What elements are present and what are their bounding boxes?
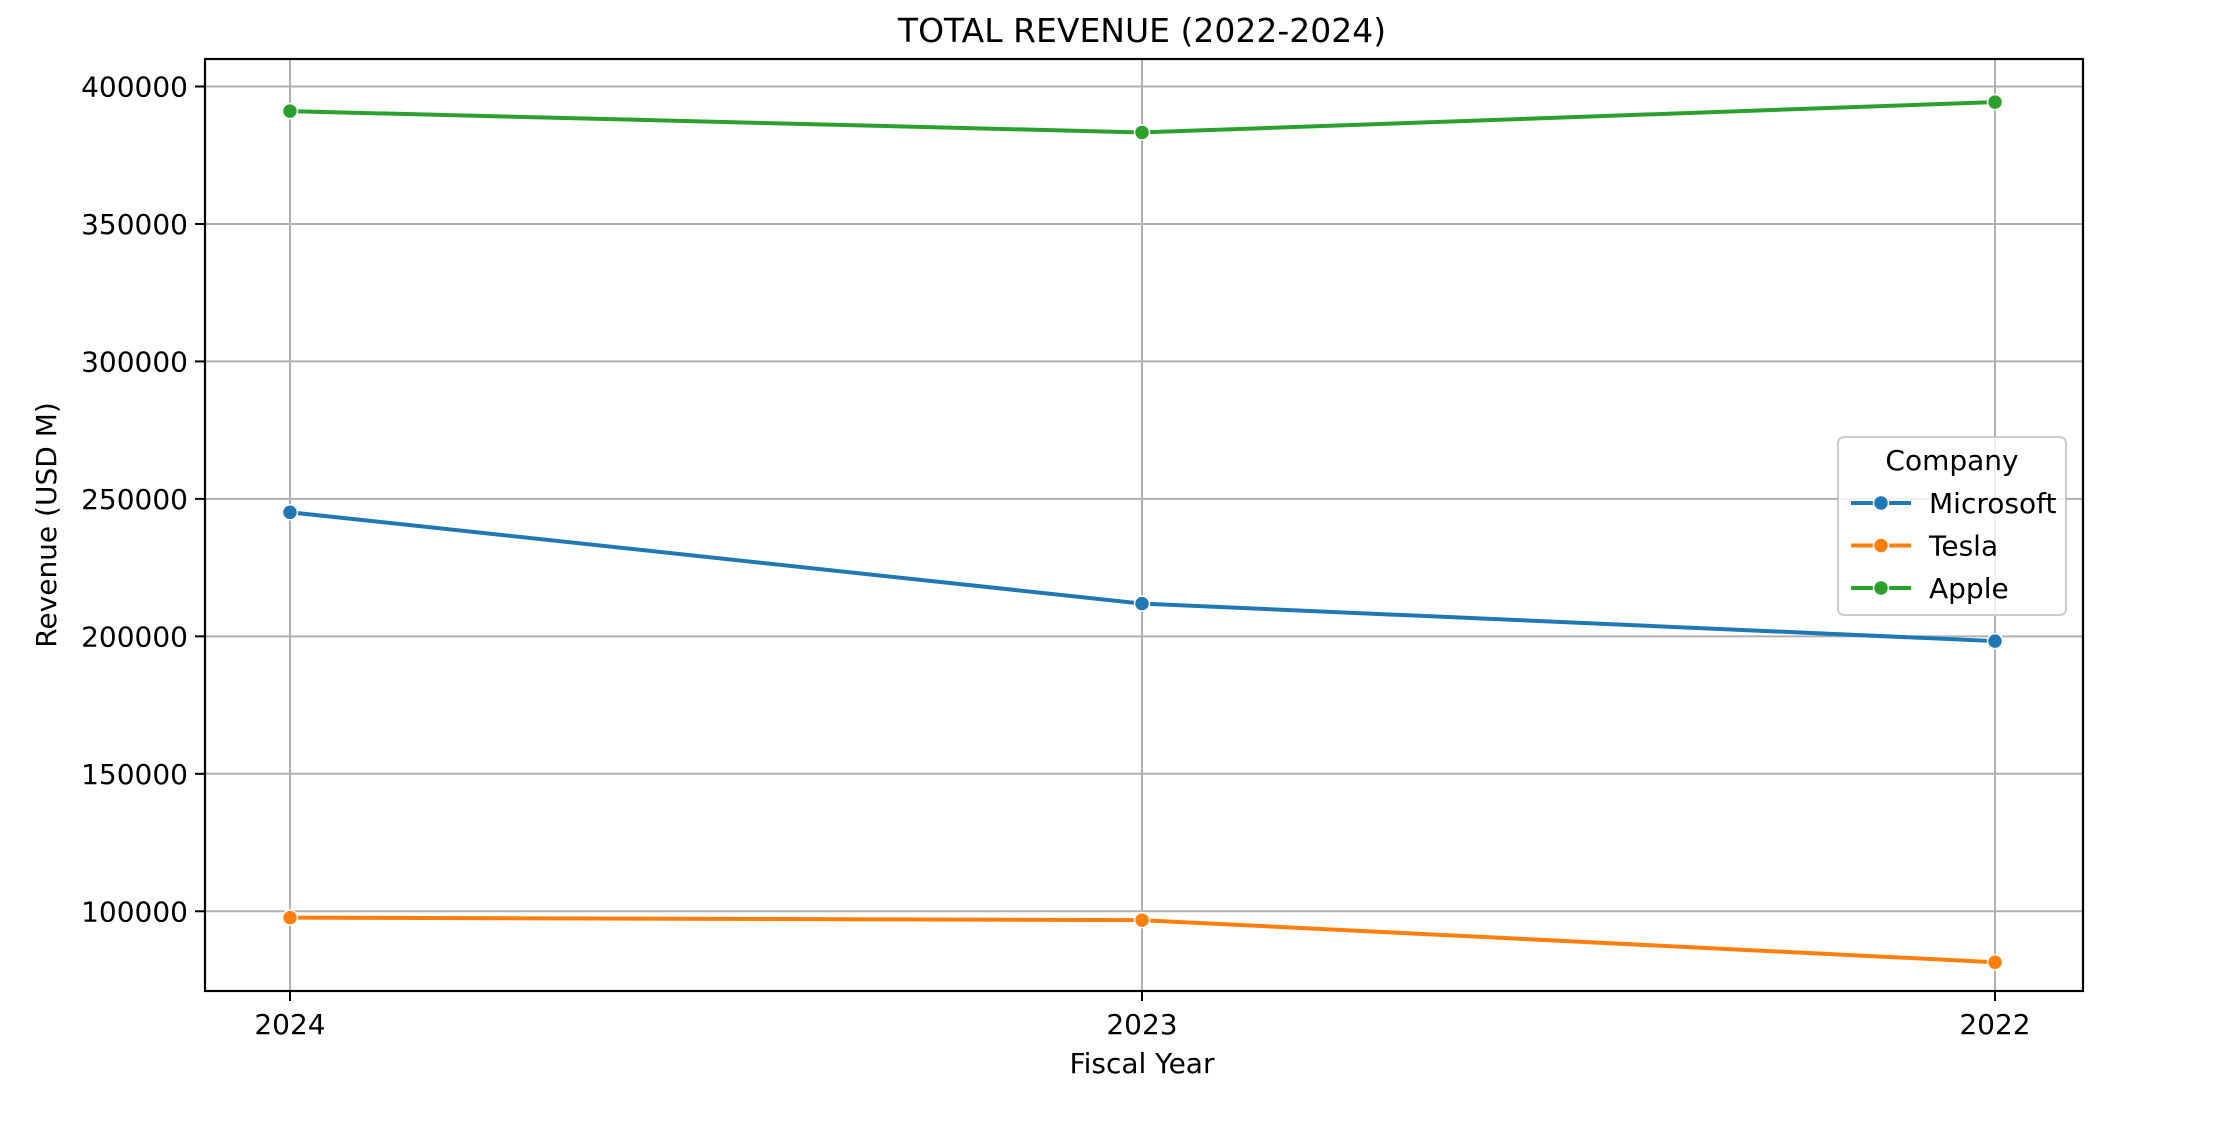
legend-marker-swatch (1872, 494, 1890, 512)
legend: Company Microsoft Tesla Apple (1837, 436, 2067, 616)
legend-marker-swatch (1872, 537, 1890, 554)
data-point-tesla (1986, 953, 2004, 971)
data-point-microsoft (1986, 632, 2004, 650)
y-tick-label: 300000 (81, 345, 188, 378)
y-tick-label: 350000 (81, 208, 188, 241)
tick-layer: 100000 150000 200000 250000 300000 350000 4000… (81, 70, 2031, 1041)
series-apple (281, 93, 2004, 141)
y-tick-label: 100000 (81, 895, 188, 928)
x-axis-label: Fiscal Year (1070, 1047, 1215, 1080)
axes-frame (203, 57, 2085, 993)
y-tick-label: 250000 (81, 483, 188, 516)
series-tesla (281, 909, 2004, 971)
legend-label: Tesla (1928, 530, 1998, 563)
legend-label: Apple (1929, 572, 2009, 605)
series-layer (281, 93, 2004, 971)
legend-entry-apple: Apple (1851, 572, 2009, 605)
data-point-tesla (281, 909, 299, 926)
legend-label: Microsoft (1929, 487, 2056, 520)
y-axis-label: Revenue (USD M) (30, 402, 63, 648)
data-point-apple (1986, 93, 2004, 111)
legend-entry-microsoft: Microsoft (1851, 487, 2056, 520)
grid-layer (205, 59, 2083, 991)
series-microsoft (281, 504, 2004, 650)
x-tick-label: 2023 (1106, 1008, 1177, 1041)
legend-title: Company (1885, 444, 2018, 477)
legend-entries: Microsoft Tesla Apple (1851, 487, 2056, 605)
y-tick-label: 200000 (81, 620, 188, 653)
x-tick-label: 2024 (254, 1008, 325, 1041)
legend-entry-tesla: Tesla (1851, 530, 1998, 563)
y-tick-label: 400000 (81, 70, 188, 103)
data-point-microsoft (281, 504, 299, 521)
chart-title: TOTAL REVENUE (2022-2024) (897, 11, 1386, 50)
legend-marker-swatch (1872, 579, 1890, 597)
data-point-tesla (1133, 911, 1151, 929)
data-point-apple (1133, 124, 1151, 141)
data-point-apple (281, 102, 299, 120)
legend-box (1837, 436, 2067, 616)
x-tick-label: 2022 (1959, 1008, 2030, 1041)
y-tick-label: 150000 (81, 758, 188, 791)
data-point-microsoft (1133, 595, 1151, 612)
